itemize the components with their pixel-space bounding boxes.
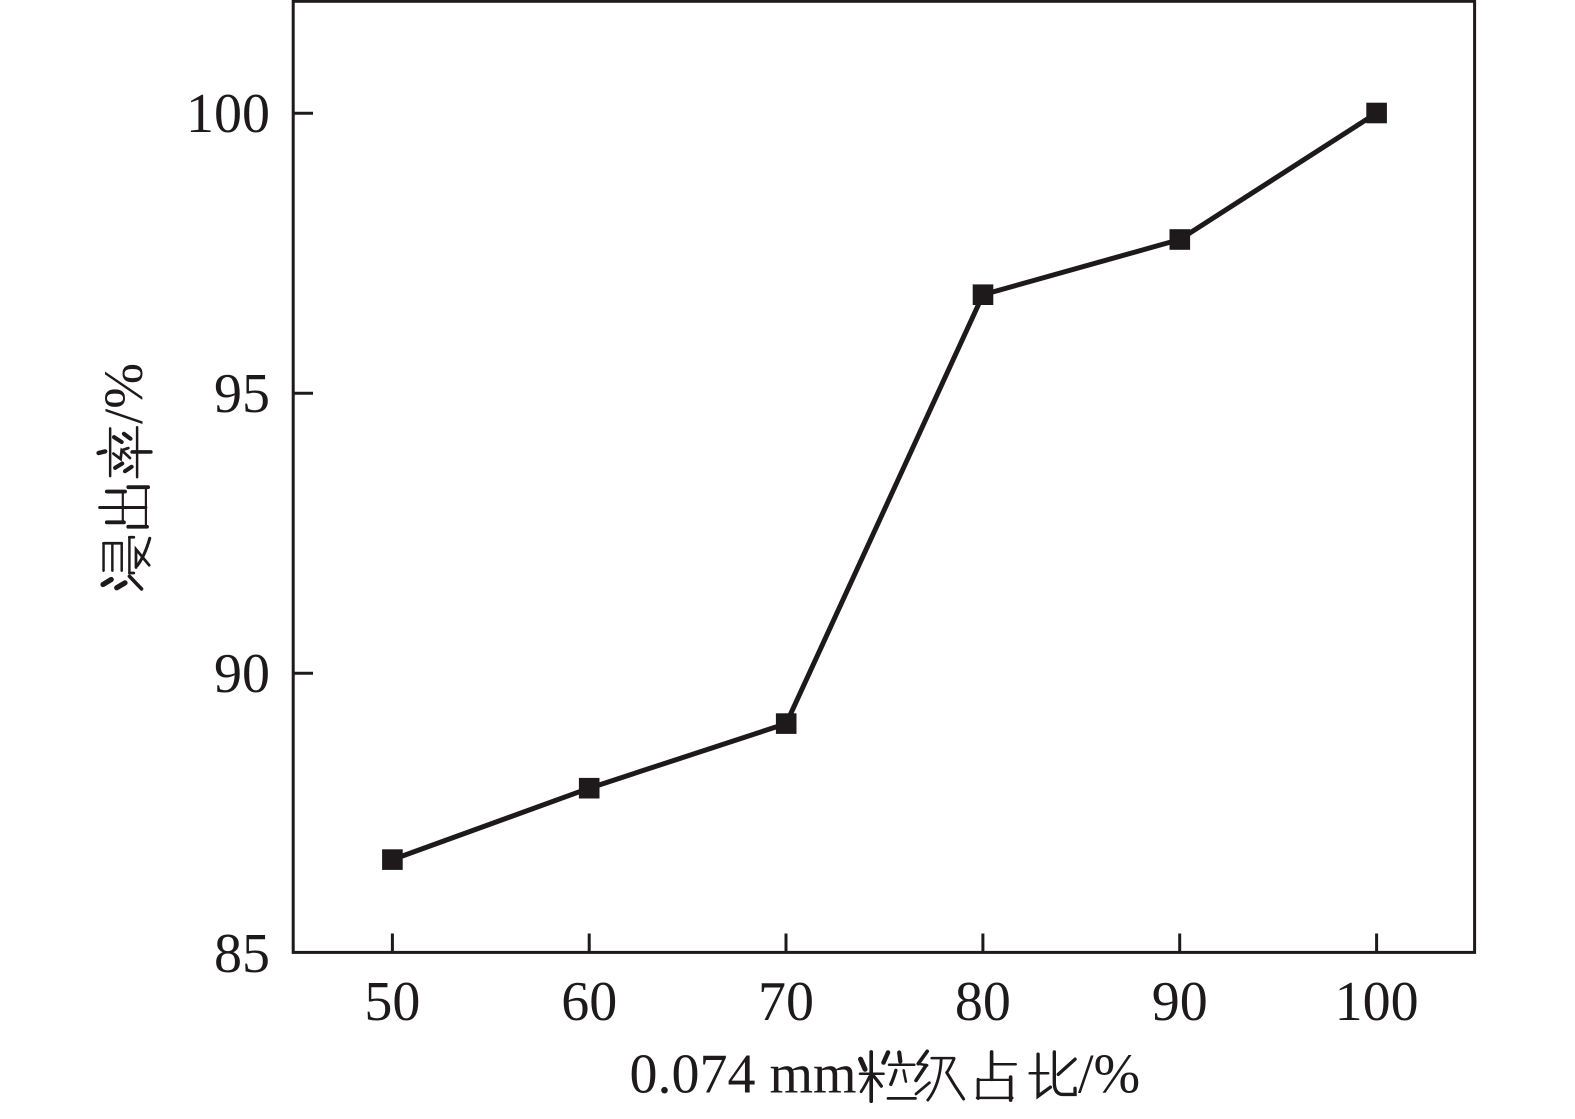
svg-text:70: 70 [758, 971, 814, 1033]
svg-text:50: 50 [364, 971, 420, 1033]
svg-text:/%: /% [1078, 1044, 1140, 1106]
svg-text:0.074 mm: 0.074 mm [630, 1044, 857, 1106]
svg-text:90: 90 [1152, 971, 1208, 1033]
svg-text:85: 85 [214, 923, 270, 985]
svg-text:95: 95 [214, 363, 270, 425]
svg-text:60: 60 [561, 971, 617, 1033]
svg-text:100: 100 [1335, 971, 1419, 1033]
svg-text:100: 100 [186, 83, 270, 145]
svg-text:/%: /% [93, 363, 154, 424]
svg-text:90: 90 [214, 643, 270, 705]
svg-text:80: 80 [955, 971, 1011, 1033]
